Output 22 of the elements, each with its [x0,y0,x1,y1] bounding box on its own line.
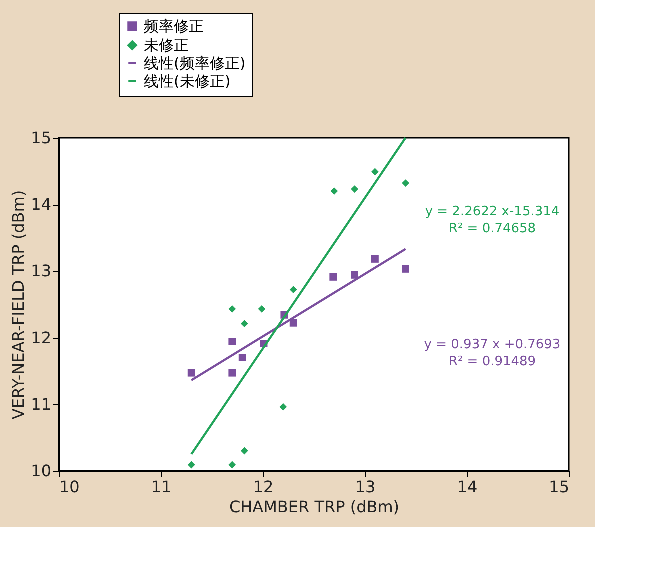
annotation: y = 2.2622 x-15.314 [425,204,560,220]
y-tick-label: 15 [31,128,52,148]
annotation: y = 0.937 x +0.7693 [424,337,561,352]
x-axis-title: CHAMBER TRP (dBm) [229,498,400,516]
legend-label: 未修正 [144,36,189,54]
legend-label: 频率修正 [144,18,204,36]
annotation: R² = 0.74658 [448,221,536,236]
x-tick-label: 11 [151,478,172,496]
x-tick-label: 10 [60,478,80,496]
x-tick-label: 14 [457,478,478,496]
annotation: R² = 0.91489 [448,354,536,370]
x-tick-label: 12 [253,478,274,496]
y-tick-label: 11 [31,394,52,414]
y-tick-label: 10 [31,462,52,480]
y-axis-title: VERY-NEAR-FIELD TRP (dBm) [9,190,28,420]
x-tick-label: 13 [355,478,376,496]
y-tick-label: 13 [31,262,52,281]
y-tick-label: 12 [31,328,52,348]
legend-label: 线性(频率修正) [144,54,246,72]
x-tick-label: 15 [549,478,570,496]
legend-label: 线性(未修正) [144,72,231,90]
y-tick-label: 14 [31,195,52,214]
